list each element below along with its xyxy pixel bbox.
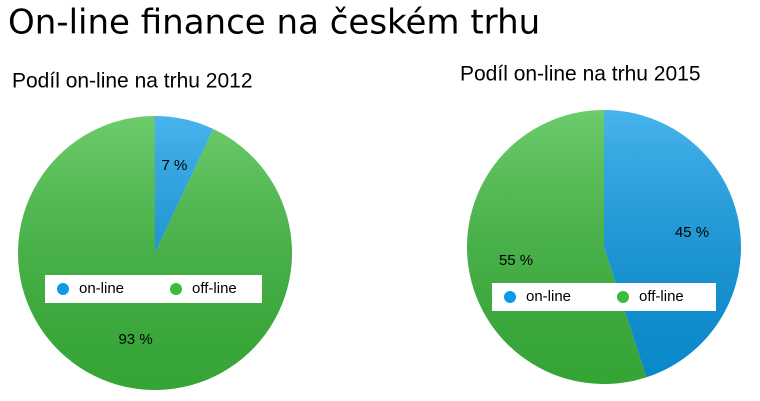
- legend-marker: [504, 291, 516, 303]
- chart-title: Podíl on-line na trhu 2015: [460, 63, 701, 86]
- legend-label: on-line: [79, 280, 124, 297]
- value-label: 55 %: [499, 252, 533, 269]
- value-label: 7 %: [161, 157, 187, 174]
- value-label: 93 %: [118, 331, 152, 348]
- legend-marker: [170, 283, 182, 295]
- legend-label: off-line: [639, 288, 684, 305]
- legend-marker: [617, 291, 629, 303]
- pie-slice: [17, 116, 292, 390]
- legend-marker: [57, 283, 69, 295]
- legend-label: on-line: [526, 288, 571, 305]
- legend-box: [45, 275, 262, 303]
- page-title: On-line finance na českém trhu: [8, 3, 540, 43]
- legend-box: [492, 283, 716, 311]
- legend-label: off-line: [192, 280, 237, 297]
- value-label: 45 %: [675, 224, 709, 241]
- chart-title: Podíl on-line na trhu 2012: [12, 70, 253, 93]
